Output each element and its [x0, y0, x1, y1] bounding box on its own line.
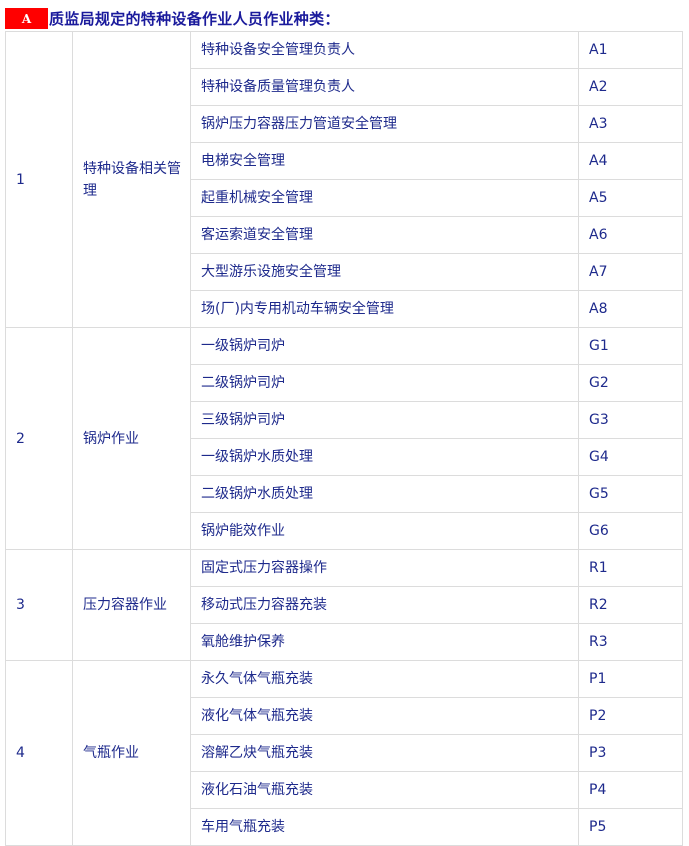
operation-name: 二级锅炉司炉 [190, 364, 579, 402]
operation-name: 起重机械安全管理 [190, 179, 579, 217]
operation-code: R1 [578, 549, 683, 587]
group-category: 锅炉作业 [72, 327, 191, 550]
table-row: 起重机械安全管理 A5 [6, 179, 683, 217]
operation-name: 客运索道安全管理 [190, 216, 579, 254]
table-row: 大型游乐设施安全管理 A7 [6, 253, 683, 291]
operation-name: 二级锅炉水质处理 [190, 475, 579, 513]
table-row: 二级锅炉司炉 G2 [6, 364, 683, 402]
table-row: 液化石油气瓶充装 P4 [6, 771, 683, 809]
operation-code: A1 [578, 31, 683, 69]
table-row: 二级锅炉水质处理 G5 [6, 475, 683, 513]
operation-name: 溶解乙炔气瓶充装 [190, 734, 579, 772]
operation-name: 大型游乐设施安全管理 [190, 253, 579, 291]
operation-code: A3 [578, 105, 683, 143]
table-row: 三级锅炉司炉 G3 [6, 401, 683, 439]
table-row: 液化气体气瓶充装 P2 [6, 697, 683, 735]
operation-name: 三级锅炉司炉 [190, 401, 579, 439]
group-number: 3 [5, 549, 73, 661]
operation-code: P3 [578, 734, 683, 772]
operator-category-table: 1 特种设备相关管理 特种设备安全管理负责人 A1 特种设备质量管理负责人 A2 锅炉压力容… [5, 31, 683, 846]
operation-name: 移动式压力容器充装 [190, 586, 579, 624]
table-row: 特种设备质量管理负责人 A2 [6, 68, 683, 106]
operation-code: P4 [578, 771, 683, 809]
table-row: 客运索道安全管理 A6 [6, 216, 683, 254]
operation-code: A8 [578, 290, 683, 328]
operation-code: A6 [578, 216, 683, 254]
operation-code: G2 [578, 364, 683, 402]
operation-name: 特种设备质量管理负责人 [190, 68, 579, 106]
group-number: 4 [5, 660, 73, 846]
table-row: 氧舱维护保养 R3 [6, 623, 683, 661]
operation-name: 液化气体气瓶充装 [190, 697, 579, 735]
table-row: 1 特种设备相关管理 特种设备安全管理负责人 A1 [5, 31, 683, 328]
group-category: 压力容器作业 [72, 549, 191, 661]
operation-code: G3 [578, 401, 683, 439]
operation-name: 特种设备安全管理负责人 [190, 31, 579, 69]
table-row: 溶解乙炔气瓶充装 P3 [6, 734, 683, 772]
operation-name: 车用气瓶充装 [190, 808, 579, 846]
operation-name: 场(厂)内专用机动车辆安全管理 [190, 290, 579, 328]
table-row: 2 锅炉作业 一级锅炉司炉 G1 [5, 327, 683, 550]
table-row: 锅炉压力容器压力管道安全管理 A3 [6, 105, 683, 143]
table-row: 3 压力容器作业 固定式压力容器操作 R1 [5, 549, 683, 661]
operation-code: G1 [578, 327, 683, 365]
operation-code: A5 [578, 179, 683, 217]
operation-code: P5 [578, 808, 683, 846]
operation-code: R2 [578, 586, 683, 624]
operation-code: A4 [578, 142, 683, 180]
group-category: 气瓶作业 [72, 660, 191, 846]
operation-code: A2 [578, 68, 683, 106]
table-row: 4 气瓶作业 永久气体气瓶充装 P1 [5, 660, 683, 846]
operation-name: 固定式压力容器操作 [190, 549, 579, 587]
table-row: 锅炉能效作业 G6 [6, 512, 683, 550]
operation-code: G4 [578, 438, 683, 476]
operation-code: A7 [578, 253, 683, 291]
operation-name: 一级锅炉水质处理 [190, 438, 579, 476]
table-row: 电梯安全管理 A4 [6, 142, 683, 180]
operation-code: G6 [578, 512, 683, 550]
operation-name: 永久气体气瓶充装 [190, 660, 579, 698]
group-number: 2 [5, 327, 73, 550]
table-row: 场(厂)内专用机动车辆安全管理 A8 [6, 290, 683, 328]
operation-name: 锅炉能效作业 [190, 512, 579, 550]
section-heading: A 质监局规定的特种设备作业人员作业种类： [5, 8, 340, 29]
operation-name: 锅炉压力容器压力管道安全管理 [190, 105, 579, 143]
section-title: 质监局规定的特种设备作业人员作业种类： [49, 10, 340, 28]
operation-code: G5 [578, 475, 683, 513]
operation-code: P1 [578, 660, 683, 698]
operation-name: 液化石油气瓶充装 [190, 771, 579, 809]
operation-name: 电梯安全管理 [190, 142, 579, 180]
group-number: 1 [5, 31, 73, 328]
group-category: 特种设备相关管理 [72, 31, 191, 328]
table-row: 移动式压力容器充装 R2 [6, 586, 683, 624]
section-badge: A [5, 8, 48, 29]
operation-name: 氧舱维护保养 [190, 623, 579, 661]
operation-code: P2 [578, 697, 683, 735]
operation-name: 一级锅炉司炉 [190, 327, 579, 365]
operation-code: R3 [578, 623, 683, 661]
